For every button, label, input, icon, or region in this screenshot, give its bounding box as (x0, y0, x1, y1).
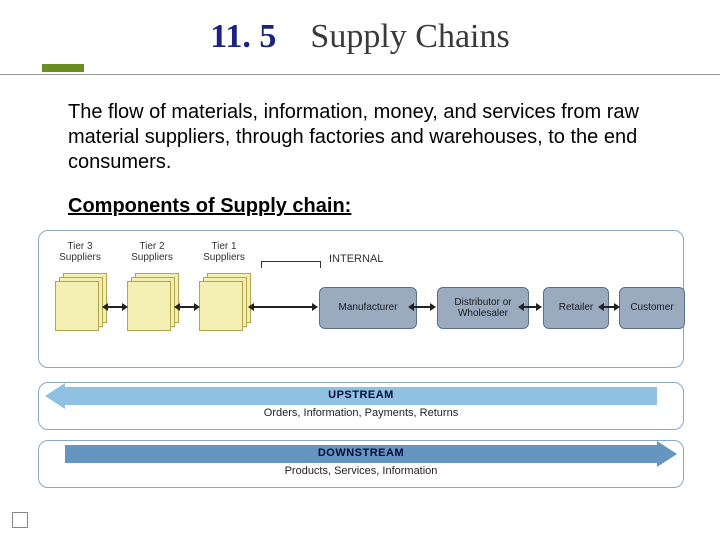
node-manufacturer: Manufacturer (319, 287, 417, 329)
tier1-label: Tier 1Suppliers (195, 241, 253, 263)
supplier-card (199, 281, 243, 331)
upstream-title: UPSTREAM (39, 389, 683, 401)
section-number: 11. 5 (210, 18, 276, 55)
supplier-card (55, 281, 99, 331)
tier3-label: Tier 3Suppliers (51, 241, 109, 263)
connector (603, 306, 615, 308)
node-customer: Customer (619, 287, 685, 329)
internal-label: INTERNAL (329, 253, 383, 265)
title-block: 11. 5 Supply Chains (0, 18, 720, 55)
tier2-label: Tier 2Suppliers (123, 241, 181, 263)
body-text: The flow of materials, information, mone… (68, 100, 658, 175)
tier1-stack (199, 273, 247, 329)
supplier-card (127, 281, 171, 331)
tier3-stack (55, 273, 103, 329)
horizontal-rule (0, 74, 720, 75)
upstream-sub: Orders, Information, Payments, Returns (39, 407, 683, 419)
section-title: Supply Chains (310, 18, 509, 55)
connector (523, 306, 537, 308)
tier2-stack (127, 273, 175, 329)
internal-bracket (261, 261, 321, 262)
connector (179, 306, 195, 308)
upstream-flow: UPSTREAM Orders, Information, Payments, … (38, 382, 684, 430)
slide-title: 11. 5 Supply Chains (0, 18, 720, 55)
connector (253, 306, 313, 308)
downstream-title: DOWNSTREAM (39, 447, 683, 459)
node-distributor: Distributor orWholesaler (437, 287, 529, 329)
downstream-flow: DOWNSTREAM Products, Services, Informati… (38, 440, 684, 488)
subheading: Components of Supply chain: (68, 195, 351, 218)
corner-square-icon (12, 512, 28, 528)
connector (107, 306, 123, 308)
downstream-sub: Products, Services, Information (39, 465, 683, 477)
connector (413, 306, 431, 308)
supply-chain-diagram: Tier 3Suppliers Tier 2Suppliers Tier 1Su… (38, 230, 684, 368)
slide: 11. 5 Supply Chains The flow of material… (0, 0, 720, 540)
accent-bar (42, 64, 84, 72)
